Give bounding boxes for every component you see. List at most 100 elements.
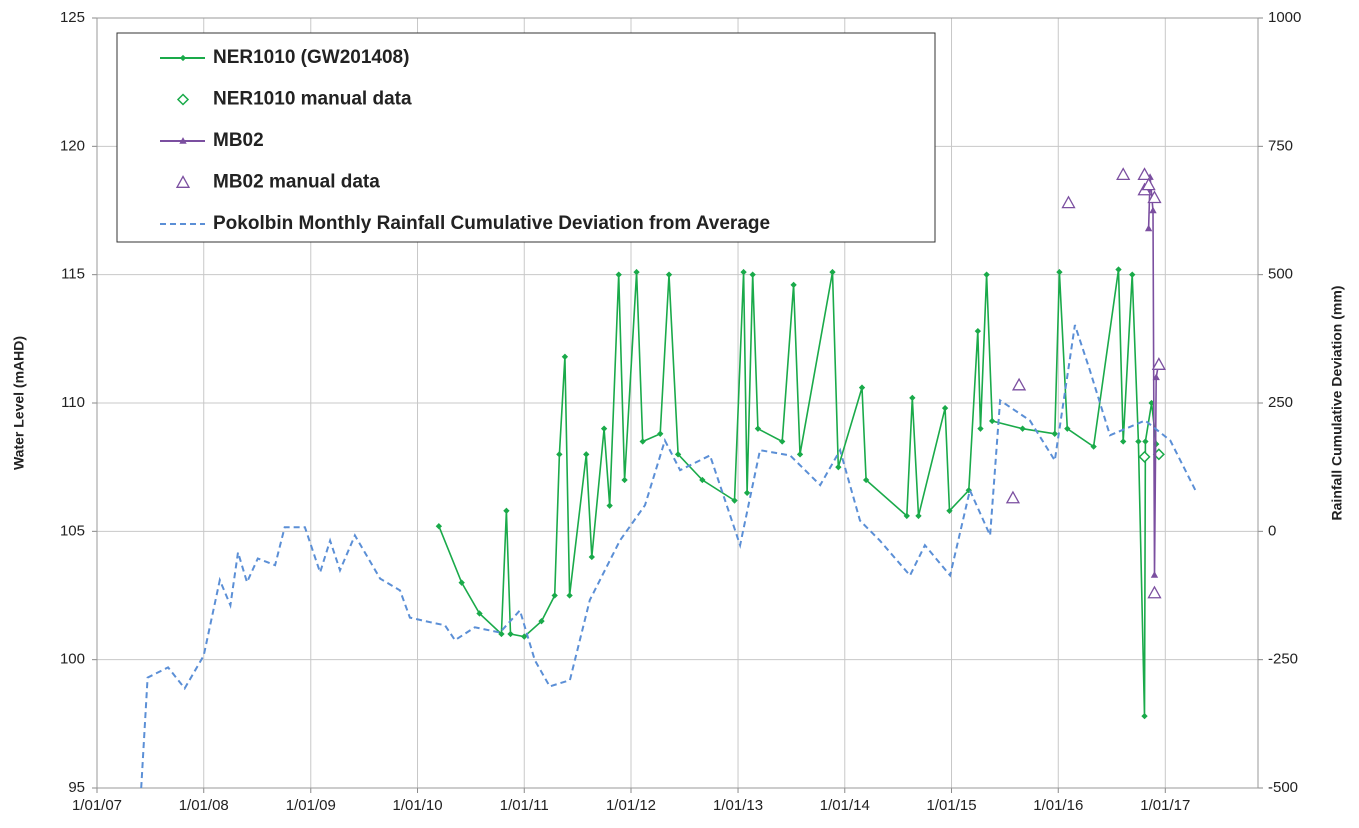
marker — [779, 438, 786, 445]
marker — [588, 553, 595, 561]
legend-marker — [176, 93, 190, 106]
marker — [551, 592, 558, 599]
y-tick-label: 95 — [68, 779, 85, 796]
y-tick-label: 110 — [61, 394, 85, 411]
marker — [1135, 438, 1142, 445]
marker — [1138, 450, 1151, 463]
x-tick-label: 1/01/08 — [179, 797, 229, 814]
marker — [639, 438, 646, 445]
marker — [1064, 425, 1071, 432]
marker — [1149, 206, 1157, 214]
marker — [1019, 425, 1026, 432]
legend-marker — [175, 175, 191, 188]
marker — [1120, 438, 1127, 445]
x-tick-label: 1/01/10 — [392, 797, 442, 814]
marker — [521, 633, 528, 640]
series-line — [140, 324, 1197, 789]
marker — [1129, 271, 1136, 278]
marker — [1147, 585, 1162, 599]
marker — [946, 507, 953, 514]
marker — [1090, 443, 1097, 450]
marker — [754, 425, 762, 432]
plot-frame — [96, 17, 1259, 789]
y2-tick-label: 500 — [1268, 266, 1293, 283]
marker — [1141, 177, 1156, 191]
x-tick-label: 1/01/12 — [606, 797, 656, 814]
marker — [1051, 430, 1058, 437]
marker — [665, 271, 673, 278]
legend-label: Pokolbin Monthly Rainfall Cumulative Dev… — [213, 213, 770, 234]
marker — [566, 592, 573, 599]
legend-marker — [179, 54, 187, 62]
marker — [699, 476, 706, 484]
marker — [458, 579, 465, 586]
legend-box — [116, 32, 936, 243]
marker — [796, 451, 804, 458]
marker — [743, 489, 751, 496]
legend-label: MB02 — [213, 130, 264, 151]
marker — [915, 512, 922, 520]
y-tick-label: 100 — [60, 651, 85, 668]
marker — [1151, 357, 1166, 370]
marker — [740, 268, 747, 276]
y2-tick-label: 250 — [1268, 394, 1293, 411]
marker — [731, 497, 738, 504]
legend-marker — [179, 137, 187, 144]
y-tick-label: 105 — [60, 522, 85, 539]
y-tick-label: 120 — [60, 137, 85, 154]
marker — [615, 271, 622, 278]
x-tick-label: 1/01/13 — [713, 797, 763, 814]
legend-label: NER1010 manual data — [213, 89, 412, 110]
marker — [974, 327, 982, 335]
marker — [606, 502, 613, 509]
marker — [858, 384, 866, 391]
marker — [556, 451, 563, 458]
marker — [633, 268, 640, 276]
marker — [561, 353, 569, 360]
marker — [600, 425, 608, 432]
y2-axis-title: Rainfall Cumulative Deviation (mm) — [1329, 286, 1345, 521]
y-axis-title: Water Level (mAHD) — [11, 336, 27, 470]
marker — [835, 464, 842, 471]
x-tick-label: 1/01/15 — [926, 797, 976, 814]
marker — [977, 425, 984, 432]
marker — [941, 404, 949, 412]
legend-label: MB02 manual data — [213, 172, 380, 193]
marker — [862, 476, 870, 484]
marker — [1141, 712, 1148, 720]
marker — [507, 630, 514, 638]
y-tick-label: 115 — [61, 266, 85, 283]
marker — [674, 451, 682, 458]
marker — [1147, 190, 1162, 204]
x-tick-label: 1/01/09 — [286, 797, 336, 814]
marker — [749, 271, 756, 278]
marker — [621, 476, 628, 484]
marker — [657, 430, 664, 437]
marker — [498, 630, 505, 638]
marker — [1152, 373, 1160, 381]
marker — [1056, 268, 1063, 276]
x-tick-label: 1/01/14 — [820, 797, 870, 814]
marker — [1142, 438, 1149, 445]
marker — [583, 451, 590, 458]
y2-tick-label: -250 — [1268, 651, 1298, 668]
x-tick-label: 1/01/17 — [1140, 797, 1190, 814]
x-tick-label: 1/01/16 — [1033, 797, 1083, 814]
marker — [829, 268, 836, 276]
marker — [909, 394, 916, 402]
marker — [1005, 490, 1021, 504]
marker — [1150, 571, 1159, 578]
marker — [503, 507, 510, 514]
y-tick-label: 125 — [60, 9, 85, 26]
marker — [1116, 167, 1131, 181]
marker — [1061, 195, 1076, 209]
marker — [965, 487, 972, 494]
marker — [1144, 224, 1153, 232]
marker — [476, 610, 483, 617]
y2-tick-label: 0 — [1268, 522, 1276, 539]
marker — [1137, 167, 1152, 181]
marker — [983, 271, 990, 278]
marker — [1115, 266, 1122, 273]
y2-tick-label: 1000 — [1268, 9, 1301, 26]
